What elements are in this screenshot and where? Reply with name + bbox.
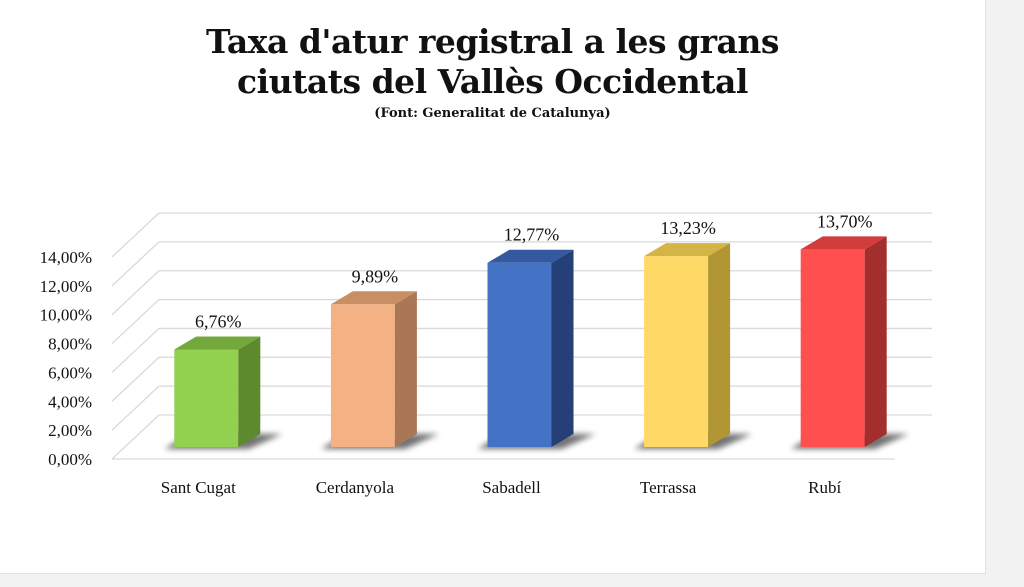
gridline-diagonal: [111, 356, 160, 402]
data-label: 13,70%: [817, 211, 873, 231]
gridline-diagonal: [111, 385, 160, 431]
y-axis: 0,00% 2,00% 4,00% 6,00% 8,00% 10,00% 12,00% 14,…: [40, 248, 92, 469]
chart-frame: Taxa d'atur registral a les grans ciutat…: [0, 0, 986, 574]
y-tick-label: 6,00%: [48, 363, 92, 382]
bar-group: 13,70%: [790, 211, 909, 449]
data-label: 13,23%: [660, 218, 716, 238]
bar-side: [238, 336, 261, 447]
gridline-diagonal: [111, 212, 160, 258]
bar-group: 6,76%: [164, 311, 283, 449]
bar-side: [708, 243, 731, 447]
bar-top: [487, 249, 574, 263]
bar-side: [551, 249, 574, 447]
y-tick-label: 12,00%: [40, 277, 92, 296]
x-tick-label: Rubí: [808, 478, 841, 497]
x-tick-label: Terrassa: [640, 478, 697, 497]
y-tick-label: 2,00%: [48, 421, 92, 440]
gridline-diagonal: [111, 241, 160, 287]
chart-title-line-2: ciutats del Vallès Occidental: [237, 62, 748, 101]
gridline-diagonal: [111, 299, 160, 345]
chart-title-line-1: Taxa d'atur registral a les grans: [206, 22, 780, 61]
bar-group: 9,89%: [320, 266, 439, 449]
bar: [174, 349, 239, 447]
gridline-diagonal: [111, 327, 160, 373]
y-tick-label: 8,00%: [48, 335, 92, 354]
x-tick-label: Cerdanyola: [316, 478, 395, 497]
y-tick-label: 10,00%: [40, 306, 92, 325]
y-tick-label: 0,00%: [48, 450, 92, 469]
gridline-diagonal: [111, 414, 160, 460]
bar-chart: 0,00% 2,00% 4,00% 6,00% 8,00% 10,00% 12,00% 14,…: [40, 211, 932, 497]
bar: [800, 249, 865, 447]
x-tick-label: Sant Cugat: [161, 478, 236, 497]
bars: 6,76% 9,89% 12,77% 13,23% 13,70%: [164, 211, 909, 449]
gridline-diagonal: [111, 270, 160, 316]
data-label: 12,77%: [504, 225, 560, 245]
bar-side: [394, 291, 417, 447]
bar-top: [330, 291, 417, 305]
bar: [644, 256, 709, 447]
bar: [487, 262, 552, 447]
bar-top: [800, 236, 887, 250]
bar-top: [174, 336, 261, 350]
y-tick-label: 4,00%: [48, 392, 92, 411]
chart-subtitle: (Font: Generalitat de Catalunya): [374, 106, 611, 121]
data-label: 6,76%: [195, 311, 242, 331]
data-label: 9,89%: [352, 266, 399, 286]
bar: [330, 304, 395, 447]
x-axis: Sant Cugat Cerdanyola Sabadell Terrassa Rubí: [161, 478, 842, 497]
bar-group: 12,77%: [477, 225, 596, 449]
bar-group: 13,23%: [634, 218, 753, 449]
bar-side: [864, 236, 887, 447]
y-tick-label: 14,00%: [40, 248, 92, 267]
x-tick-label: Sabadell: [482, 478, 541, 497]
bar-top: [644, 243, 731, 257]
